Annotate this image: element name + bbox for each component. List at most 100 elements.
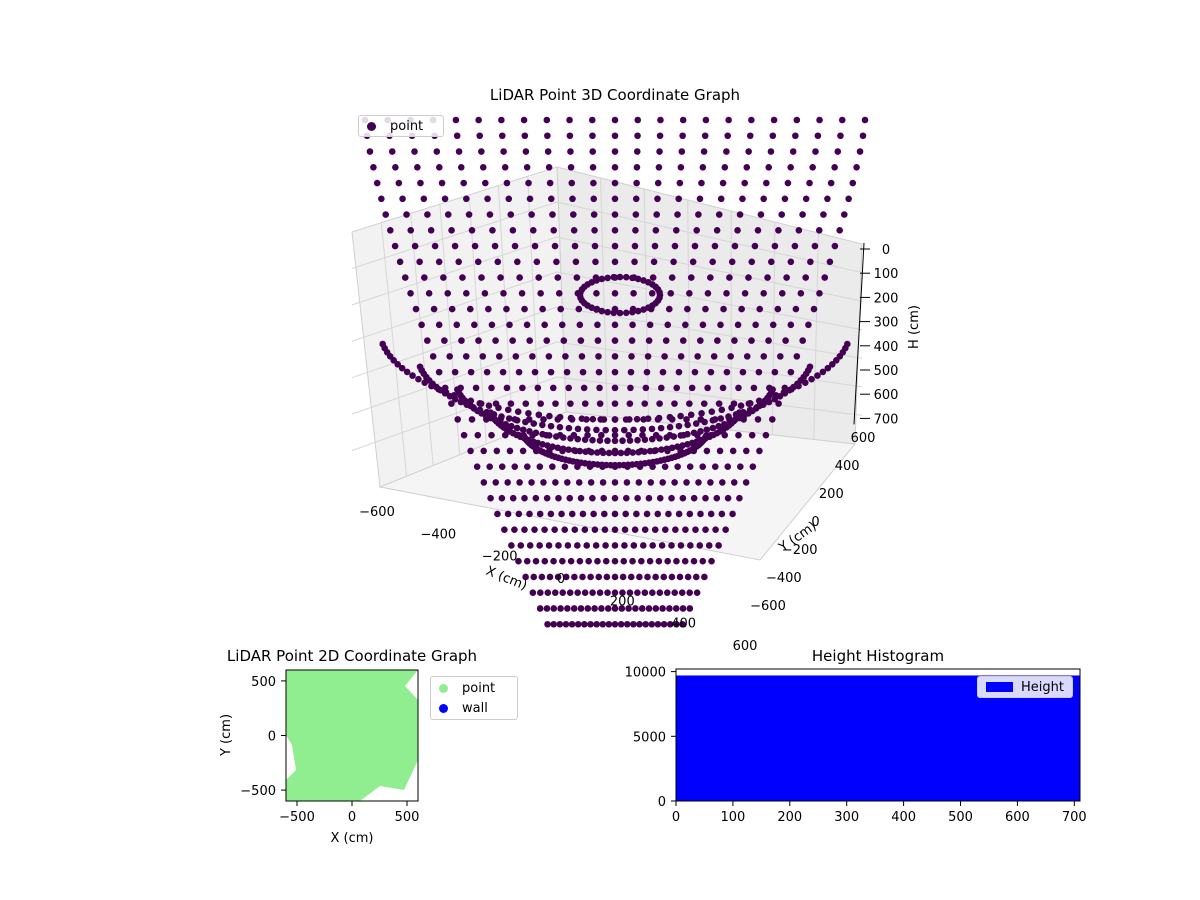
point-marker <box>578 353 586 360</box>
point-marker <box>690 429 698 437</box>
point-marker <box>585 557 592 565</box>
point-marker <box>584 637 591 644</box>
point-marker <box>691 242 699 250</box>
point-marker <box>696 195 704 203</box>
point-marker <box>421 274 428 281</box>
point-marker <box>492 337 499 344</box>
point-marker <box>401 274 409 281</box>
point-marker <box>650 258 658 266</box>
point-marker <box>486 211 494 218</box>
point-marker <box>656 589 664 597</box>
point-marker <box>567 557 575 565</box>
point-marker <box>654 510 662 518</box>
point-marker <box>630 620 637 628</box>
point-marker <box>737 463 744 470</box>
point-marker <box>728 258 736 266</box>
point-marker <box>577 337 585 344</box>
point-marker <box>486 463 493 470</box>
point-marker <box>690 494 698 502</box>
point-marker <box>591 242 599 250</box>
point-marker <box>634 116 642 124</box>
hist-x-tick-label: 500 <box>948 810 973 825</box>
point-marker <box>629 274 636 282</box>
point-marker <box>746 400 754 407</box>
point-marker <box>640 306 647 313</box>
point-marker <box>558 321 566 329</box>
point-marker <box>487 409 494 416</box>
grid-line <box>556 306 863 359</box>
point-marker <box>611 195 619 203</box>
point-marker <box>711 463 719 470</box>
point-marker <box>629 449 637 456</box>
point-marker <box>611 620 619 628</box>
point-marker <box>498 132 506 140</box>
point-marker <box>416 363 424 371</box>
point-marker <box>544 620 551 628</box>
point-marker <box>573 274 581 281</box>
point-marker <box>778 290 786 297</box>
point-marker <box>543 337 551 344</box>
point-marker <box>589 148 597 155</box>
point-marker <box>750 384 758 392</box>
point-marker <box>501 526 508 533</box>
point-marker <box>799 337 806 344</box>
point-marker <box>604 605 612 612</box>
point-marker <box>712 526 719 533</box>
point-marker <box>590 637 597 644</box>
point-marker <box>658 446 665 453</box>
point-marker <box>661 353 668 360</box>
point-marker <box>387 227 394 234</box>
histogram-title: Height Histogram <box>812 647 944 665</box>
point-marker <box>590 211 598 218</box>
point-marker <box>650 637 657 644</box>
legend-3d-label: point <box>390 118 424 134</box>
point-marker <box>701 573 708 581</box>
point-marker <box>546 573 554 581</box>
point-marker <box>632 195 640 203</box>
point-marker <box>596 384 603 392</box>
x-tick-label: −200 <box>482 550 518 565</box>
point-marker <box>466 305 474 313</box>
point-marker <box>630 290 637 297</box>
point-marker <box>509 494 517 502</box>
point-marker <box>444 211 452 218</box>
point-marker <box>562 573 570 581</box>
point-marker <box>488 384 495 392</box>
point-marker <box>665 305 673 313</box>
point-marker <box>479 353 487 360</box>
point-marker <box>616 273 624 281</box>
point-marker <box>679 132 686 140</box>
point-marker <box>715 400 723 407</box>
point-marker <box>633 179 640 187</box>
point-marker <box>648 425 656 433</box>
point-marker <box>590 510 597 518</box>
point-marker <box>626 400 634 407</box>
chart-2d: LiDAR Point 2D Coordinate Graph −500−500… <box>219 647 477 846</box>
point-marker <box>622 416 630 423</box>
point-marker <box>529 353 536 360</box>
point-marker <box>535 274 543 281</box>
point-marker <box>452 395 459 403</box>
point-marker <box>599 479 607 486</box>
point-marker <box>737 402 745 409</box>
point-marker <box>602 426 610 434</box>
point-marker <box>697 510 704 518</box>
point-marker <box>373 179 381 187</box>
point-marker <box>523 321 531 329</box>
point-marker <box>769 416 776 423</box>
point-marker <box>552 637 559 644</box>
point-marker <box>467 368 475 376</box>
point-marker <box>784 179 792 187</box>
point-marker <box>476 132 484 140</box>
point-marker <box>520 116 528 124</box>
point-marker <box>675 422 683 430</box>
point-marker <box>725 413 732 420</box>
point-marker <box>647 479 655 486</box>
point-marker <box>629 557 636 565</box>
point-marker <box>611 337 619 344</box>
point-marker <box>616 309 624 317</box>
point-marker <box>552 433 560 440</box>
point-marker <box>463 195 470 203</box>
point-marker <box>679 337 687 344</box>
point-marker <box>396 258 404 266</box>
